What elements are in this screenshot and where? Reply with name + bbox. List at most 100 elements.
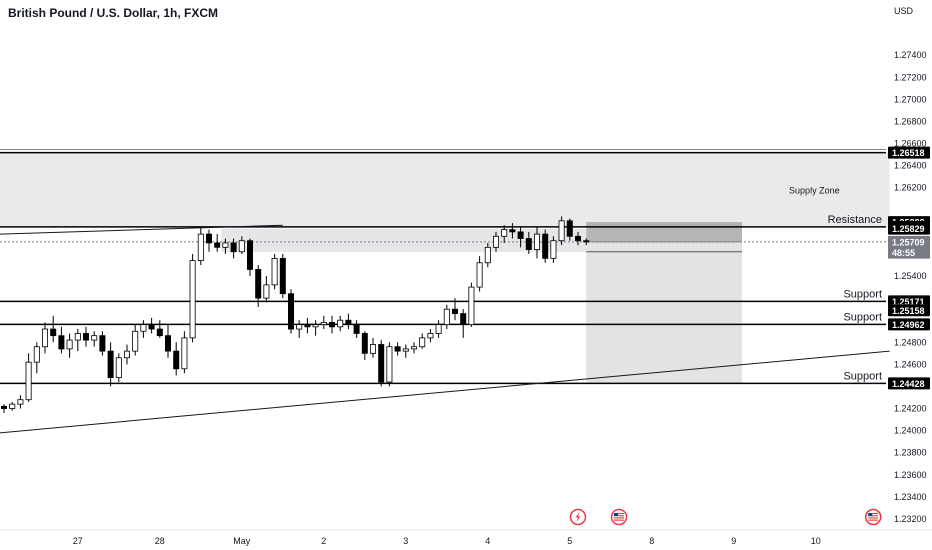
candle — [189, 253, 196, 343]
price-axis[interactable]: 1.27400 1.27200 1.27000 1.26800 1.26600 1.264… — [894, 50, 927, 524]
candle-body — [501, 229, 508, 237]
trendline[interactable] — [0, 350, 890, 434]
x-tick-label: 9 — [731, 536, 736, 546]
y-tick-label: 1.23600 — [894, 470, 927, 480]
trendline[interactable] — [0, 224, 283, 235]
candle-body — [558, 220, 565, 242]
candle — [534, 227, 541, 259]
candle-body — [222, 242, 229, 248]
candle-body — [107, 350, 114, 379]
flag-stripe — [868, 515, 879, 517]
flag-stripe — [614, 515, 624, 517]
y-tick-label: 1.26200 — [894, 183, 927, 193]
candle — [25, 353, 32, 402]
candle — [230, 238, 237, 259]
position-risk-zone[interactable] — [586, 222, 742, 242]
candle-body — [263, 284, 270, 299]
y-tick-label: 1.23200 — [894, 514, 927, 524]
price-badge-text: 48:55 — [892, 248, 915, 258]
candle — [476, 256, 483, 292]
lightning-glyph — [575, 512, 581, 522]
price-badge: 1.25158 — [888, 304, 930, 317]
candle-body — [460, 313, 467, 326]
candle-body — [312, 324, 319, 328]
position-target-zone[interactable] — [586, 241, 742, 384]
candle-body — [25, 361, 32, 401]
candle-body — [230, 242, 237, 253]
candle-body — [181, 337, 188, 370]
candle — [460, 309, 467, 338]
candle-body — [468, 286, 475, 326]
candle — [525, 231, 532, 254]
y-tick-label: 1.24600 — [894, 359, 927, 369]
price-badge: 1.26518 — [888, 146, 930, 159]
candle-body — [156, 328, 163, 337]
candles-layer — [0, 216, 590, 413]
candle — [132, 324, 139, 356]
candle-body — [33, 346, 40, 363]
candle-body — [427, 333, 434, 339]
candle-body — [304, 324, 311, 328]
us-flag-event-icon-2[interactable] — [864, 508, 882, 526]
x-tick-label: May — [233, 536, 251, 546]
level-label: Support — [843, 311, 882, 323]
event-circle — [864, 508, 882, 526]
candle — [337, 315, 344, 332]
price-badge: 1.25709 — [888, 235, 930, 248]
candle-body — [575, 235, 582, 242]
candle — [173, 342, 180, 376]
candle-body — [296, 324, 303, 330]
candle-body — [534, 233, 541, 250]
candle — [566, 218, 573, 241]
y-tick-label: 1.24200 — [894, 404, 927, 414]
x-tick-label: 27 — [73, 536, 83, 546]
candle-body — [525, 238, 532, 250]
candle-body — [214, 242, 221, 248]
candle-body — [0, 405, 7, 409]
events-layer[interactable] — [569, 508, 882, 526]
candle — [58, 326, 65, 354]
time-axis[interactable]: 27 28 May 2 3 4 5 8 9 10 — [0, 529, 932, 546]
candle-body — [328, 322, 335, 328]
price-badges: 1.265181.258881.258451.258291.2570948:55… — [888, 146, 930, 390]
candle-body — [66, 339, 73, 350]
flag-stripe — [614, 519, 624, 521]
candle — [246, 238, 253, 277]
candle — [140, 320, 147, 338]
price-badge-text: 1.25829 — [892, 224, 925, 234]
candle-body — [50, 328, 57, 337]
y-tick-label: 1.25400 — [894, 271, 927, 281]
candle — [369, 337, 376, 358]
price-badge-bg — [888, 146, 930, 159]
candle — [33, 342, 40, 374]
y-tick-label: 1.27000 — [894, 94, 927, 104]
us-flag-event-icon[interactable] — [610, 508, 628, 526]
candle — [164, 324, 171, 358]
y-tick-label: 1.24000 — [894, 426, 927, 436]
candle — [443, 304, 450, 330]
candle — [328, 315, 335, 334]
event-circle — [610, 508, 628, 526]
lightning-event-icon[interactable] — [569, 508, 587, 526]
candle-body — [492, 235, 499, 248]
candle — [107, 342, 114, 387]
zone-label: Supply Zone — [789, 185, 840, 195]
candle — [320, 315, 327, 330]
candle — [205, 229, 212, 252]
candle-body — [271, 257, 278, 286]
candle — [394, 342, 401, 356]
currency-label: USD — [894, 6, 914, 16]
price-badge-bg — [888, 222, 930, 235]
x-tick-label: 4 — [485, 536, 490, 546]
candle-body — [124, 350, 131, 359]
candle — [345, 313, 352, 330]
x-tick-label: 8 — [649, 536, 654, 546]
candle — [197, 227, 204, 265]
candle — [271, 253, 278, 290]
candle-body — [542, 233, 549, 259]
candle — [296, 320, 303, 338]
candle — [435, 320, 442, 338]
candle — [156, 320, 163, 338]
candle — [484, 242, 491, 268]
